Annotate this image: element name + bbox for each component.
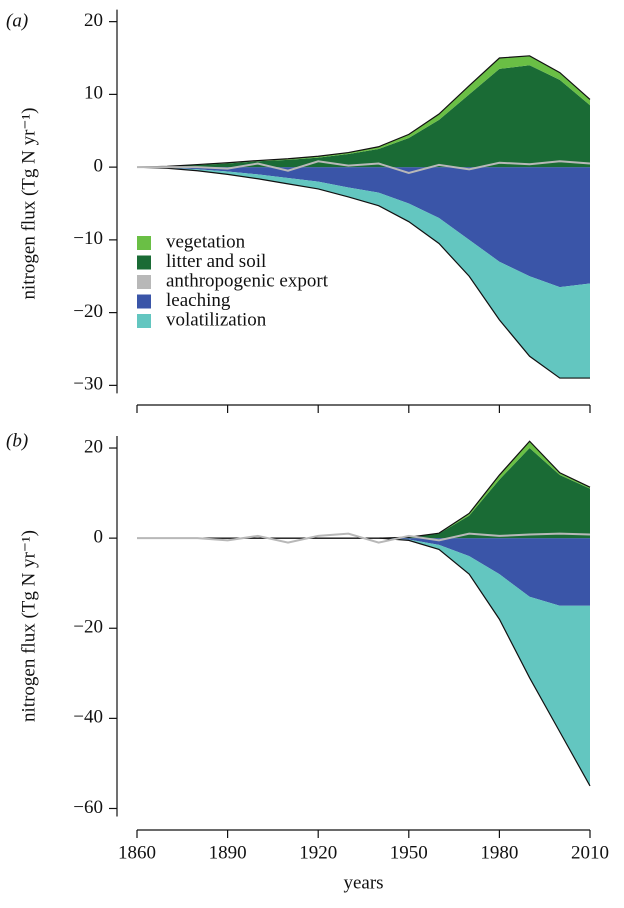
y-tick-label: −40 [73,707,103,728]
envelope [136,166,590,379]
area [137,55,590,168]
y-tick-label: 0 [94,155,104,176]
legend-label: leaching [166,290,231,311]
y-tick-label: −20 [73,617,103,638]
y-tick-label: 0 [94,526,104,547]
legend-label: volatilization [166,309,267,330]
y-tick-label: −20 [73,301,103,322]
x-tick-label: 1950 [390,842,428,863]
legend-swatch [137,314,151,328]
x-tick-label: 1980 [480,842,518,863]
x-tick-label: 1920 [299,842,337,863]
legend-swatch [137,255,151,270]
x-tick-label: 1890 [209,842,247,863]
y-tick-label: −10 [73,228,103,249]
line [137,532,591,544]
y-tick-label: 20 [84,436,103,457]
area [137,167,590,379]
legend-label: litter and soil [166,251,266,272]
area [137,448,590,539]
x-axis-label: years [343,872,383,893]
legend-label: vegetation [166,231,246,252]
x-tick-label: 2010 [571,842,609,863]
y-tick-label: 20 [84,10,103,31]
legend-swatch [137,275,151,289]
legend-swatch [137,236,151,250]
y-tick-label: −60 [73,797,103,818]
envelope [136,55,591,168]
legend-swatch [137,294,151,309]
line [137,160,591,174]
area [137,167,590,288]
y-axis-label: nitrogen flux (Tg N yr⁻¹) [18,108,39,300]
x-tick-label: 1860 [118,842,156,863]
area [137,65,590,168]
y-axis-label: nitrogen flux (Tg N yr⁻¹) [18,530,39,722]
legend-label: anthropogenic export [166,270,329,291]
panel-label: (a) [6,10,28,31]
panel-label: (b) [6,430,28,451]
y-tick-label: −30 [73,374,103,395]
area [137,538,590,606]
y-tick-label: 10 [84,83,103,104]
